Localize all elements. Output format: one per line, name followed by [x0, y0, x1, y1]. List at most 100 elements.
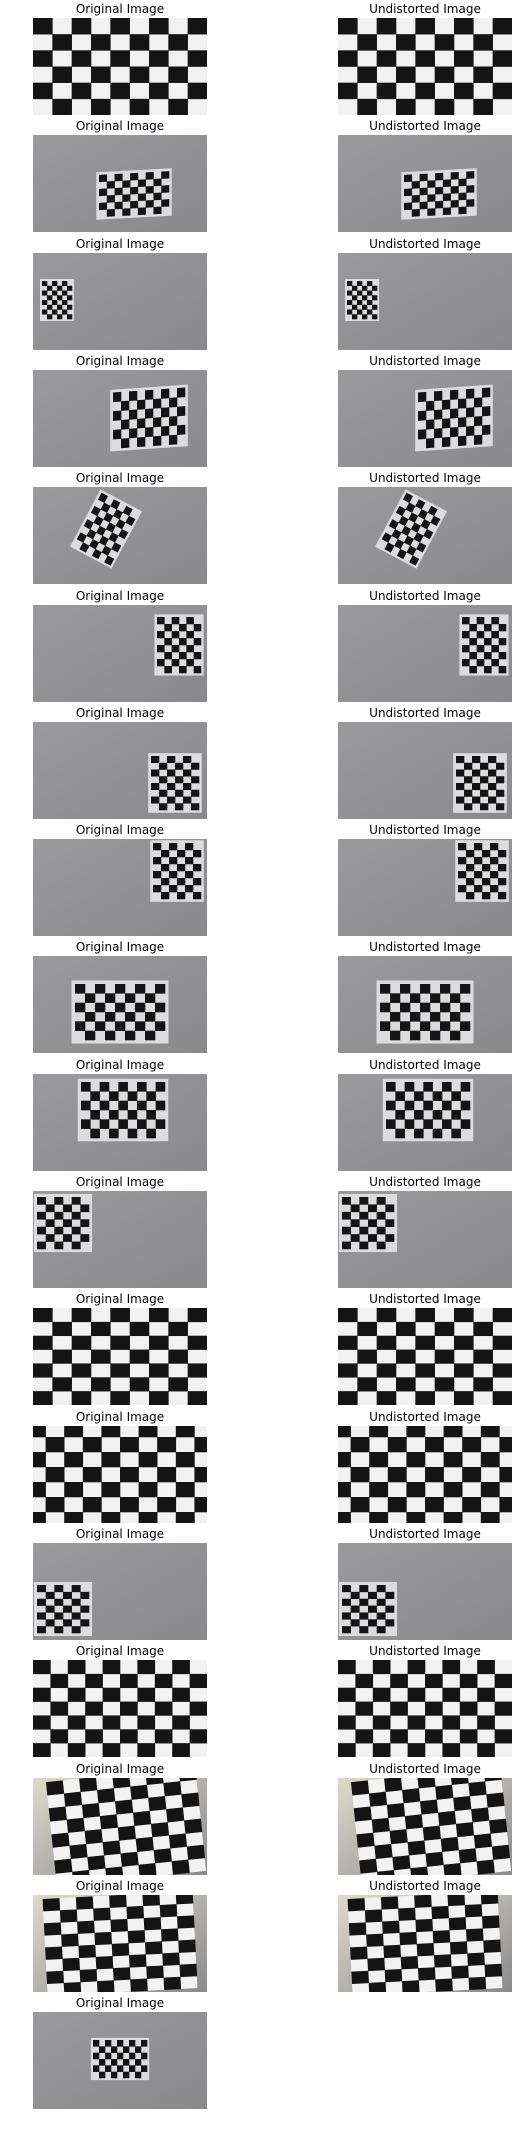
checkerboard-pattern	[415, 384, 493, 452]
original-image-panel: Original Image	[33, 0, 207, 116]
checkerboard-pattern	[338, 18, 512, 115]
original-checkerboard-photo	[33, 1660, 207, 1757]
checkerboard-pattern	[33, 1660, 207, 1757]
original-image-title: Original Image	[75, 1644, 165, 1658]
original-image-panel: Original Image	[33, 469, 207, 585]
undistorted-image-panel: Undistorted Image	[338, 821, 512, 937]
checkerboard-pattern	[154, 614, 204, 676]
undistorted-image-title: Undistorted Image	[369, 706, 481, 720]
original-checkerboard-photo	[33, 135, 207, 232]
undistorted-image-panel: Undistorted Image	[338, 469, 512, 585]
original-image-panel: Original Image	[33, 235, 207, 351]
original-image-panel: Original Image	[33, 1056, 207, 1172]
checkerboard-pattern	[375, 489, 447, 569]
undistorted-image-panel: Undistorted Image	[338, 1173, 512, 1289]
original-checkerboard-photo	[33, 2012, 207, 2109]
original-image-title: Original Image	[75, 1996, 165, 2010]
original-image-title: Original Image	[75, 471, 165, 485]
undistorted-checkerboard-photo	[338, 253, 512, 350]
original-checkerboard-photo	[33, 18, 207, 115]
checkerboard-pattern	[110, 384, 188, 452]
undistorted-image-title: Undistorted Image	[369, 589, 481, 603]
original-image-panel: Original Image	[33, 821, 207, 937]
original-image-title: Original Image	[75, 237, 165, 251]
undistorted-image-panel: Undistorted Image	[338, 938, 512, 1054]
original-checkerboard-photo	[33, 1191, 207, 1288]
undistorted-checkerboard-photo	[338, 1660, 512, 1757]
undistorted-image-title: Undistorted Image	[369, 354, 481, 368]
undistorted-image-title: Undistorted Image	[369, 1527, 481, 1541]
undistorted-image-title: Undistorted Image	[369, 1644, 481, 1658]
checkerboard-pattern	[70, 489, 142, 569]
original-image-title: Original Image	[75, 1175, 165, 1189]
undistorted-image-title: Undistorted Image	[369, 2, 481, 16]
original-image-panel: Original Image	[33, 1877, 207, 1993]
original-image-title: Original Image	[75, 1879, 165, 1893]
original-checkerboard-photo	[33, 1074, 207, 1171]
undistorted-checkerboard-photo	[338, 487, 512, 584]
original-checkerboard-photo	[33, 956, 207, 1053]
undistorted-image-panel: Undistorted Image	[338, 1642, 512, 1758]
original-checkerboard-photo	[33, 370, 207, 467]
original-image-title: Original Image	[75, 119, 165, 133]
original-image-title: Original Image	[75, 1410, 165, 1424]
undistorted-image-panel: Undistorted Image	[338, 235, 512, 351]
original-image-title: Original Image	[75, 1292, 165, 1306]
undistorted-image-title: Undistorted Image	[369, 1058, 481, 1072]
original-checkerboard-photo	[33, 487, 207, 584]
original-image-title: Original Image	[75, 1527, 165, 1541]
original-checkerboard-photo	[33, 1778, 207, 1875]
checkerboard-pattern	[77, 1078, 169, 1142]
undistorted-image-panel: Undistorted Image	[338, 1056, 512, 1172]
checkerboard-pattern	[459, 614, 509, 676]
undistorted-image-title: Undistorted Image	[369, 823, 481, 837]
undistorted-image-panel: Undistorted Image	[338, 1760, 512, 1876]
checkerboard-pattern	[401, 168, 477, 220]
undistorted-image-panel: Undistorted Image	[338, 117, 512, 233]
undistorted-checkerboard-photo	[338, 1778, 512, 1875]
original-image-title: Original Image	[75, 1058, 165, 1072]
undistorted-image-panel: Undistorted Image	[338, 704, 512, 820]
original-image-panel: Original Image	[33, 1408, 207, 1524]
checkerboard-pattern	[45, 1778, 207, 1875]
checkerboard-pattern	[382, 1078, 474, 1142]
checkerboard-pattern	[338, 1581, 398, 1637]
original-image-title: Original Image	[75, 589, 165, 603]
original-checkerboard-photo	[33, 839, 207, 936]
undistorted-image-title: Undistorted Image	[369, 1762, 481, 1776]
checkerboard-pattern	[455, 840, 509, 902]
undistorted-checkerboard-photo	[338, 370, 512, 467]
undistorted-checkerboard-photo	[338, 1426, 512, 1523]
checkerboard-pattern	[33, 1426, 207, 1523]
original-checkerboard-photo	[33, 1895, 207, 1992]
original-image-panel: Original Image	[33, 352, 207, 468]
undistorted-checkerboard-photo	[338, 1074, 512, 1171]
original-image-title: Original Image	[75, 706, 165, 720]
original-image-title: Original Image	[75, 354, 165, 368]
original-checkerboard-photo	[33, 1543, 207, 1640]
checkerboard-pattern	[90, 2037, 150, 2081]
original-image-panel: Original Image	[33, 1760, 207, 1876]
checkerboard-pattern	[350, 1778, 512, 1875]
undistorted-image-title: Undistorted Image	[369, 471, 481, 485]
checkerboard-pattern	[33, 1193, 93, 1253]
undistorted-image-title: Undistorted Image	[369, 119, 481, 133]
checkerboard-pattern	[338, 1308, 512, 1405]
original-image-panel: Original Image	[33, 1525, 207, 1641]
undistorted-image-panel: Undistorted Image	[338, 1525, 512, 1641]
checkerboard-pattern	[347, 1895, 503, 1992]
checkerboard-pattern	[150, 840, 204, 902]
checkerboard-pattern	[453, 753, 507, 813]
checkerboard-pattern	[345, 279, 379, 321]
original-image-title: Original Image	[75, 1762, 165, 1776]
checkerboard-pattern	[338, 1426, 512, 1523]
original-checkerboard-photo	[33, 1426, 207, 1523]
checkerboard-pattern	[338, 1193, 398, 1253]
checkerboard-pattern	[71, 980, 169, 1044]
undistorted-image-panel: Undistorted Image	[338, 0, 512, 116]
undistorted-image-title: Undistorted Image	[369, 1410, 481, 1424]
checkerboard-pattern	[33, 1581, 93, 1637]
undistorted-image-panel: Undistorted Image	[338, 587, 512, 703]
undistorted-image-title: Undistorted Image	[369, 237, 481, 251]
